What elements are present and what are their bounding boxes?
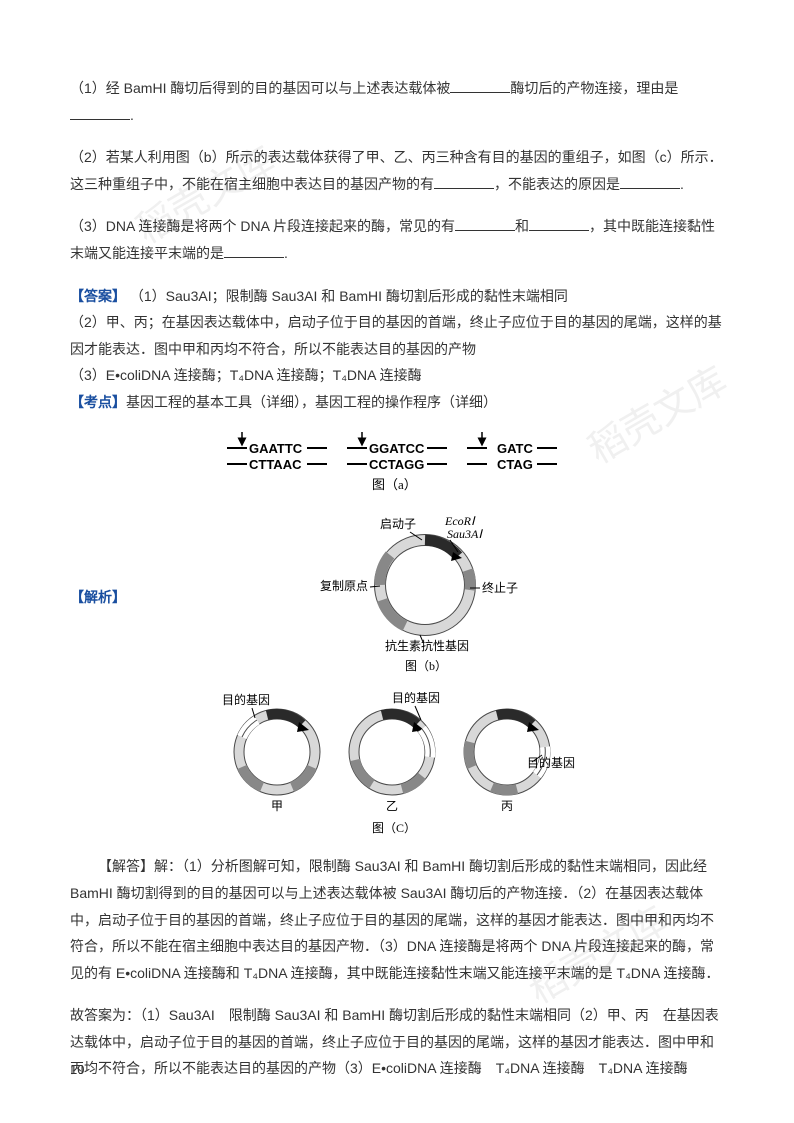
- svg-text:丙: 丙: [501, 799, 513, 813]
- svg-text:图（b）: 图（b）: [405, 659, 447, 673]
- figure-a: GAATTC CTTAAC GGATCC CCTAGG GATC C: [70, 424, 724, 503]
- figure-b-svg: 启动子 EcoRⅠ Sau3AⅠ 终止子 复制原点 抗生素抗性基因 图（b）: [310, 510, 540, 675]
- blank: [70, 103, 130, 120]
- svg-text:CCTAGG: CCTAGG: [369, 457, 424, 472]
- jieda-text: 解：（1）分析图解可知，限制酶 Sau3AI 和 BamHI 酶切割后形成的黏性…: [70, 858, 719, 980]
- question-3: （3）DNA 连接酶是将两个 DNA 片段连接起来的酶，常见的有和，其中既能连接…: [70, 213, 724, 266]
- svg-text:目的基因: 目的基因: [392, 692, 440, 705]
- kaodian-block: 【考点】基因工程的基本工具（详细），基因工程的操作程序（详细）: [70, 389, 724, 416]
- blank: [224, 241, 284, 258]
- svg-text:甲: 甲: [271, 799, 283, 813]
- answer-label: 【答案】: [70, 288, 126, 304]
- q3-text: （3）DNA 连接酶是将两个 DNA 片段连接起来的酶，常见的有: [70, 218, 455, 234]
- blank: [620, 172, 680, 189]
- svg-text:抗生素抗性基因: 抗生素抗性基因: [385, 638, 469, 653]
- svg-text:EcoRⅠ: EcoRⅠ: [444, 514, 476, 528]
- q1-prefix: （1）经 BamHI 酶切后得到的目的基因可以与上述表达载体被: [70, 80, 450, 96]
- svg-text:乙: 乙: [386, 799, 398, 813]
- blank: [455, 215, 515, 232]
- q2-mid: ，不能表达的原因是: [494, 176, 620, 192]
- document-content: （1）经 BamHI 酶切后得到的目的基因可以与上述表达载体被 酶切后的产物连接，…: [70, 75, 724, 1082]
- gudaan-block: 故答案为：（1）Sau3AI 限制酶 Sau3AI 和 BamHI 酶切割后形成…: [70, 1002, 724, 1082]
- svg-text:Sau3AⅠ: Sau3AⅠ: [447, 527, 483, 541]
- q3-suffix: .: [284, 245, 288, 261]
- q3-mid1: 和: [515, 218, 529, 234]
- jieda-label: 【解答】: [98, 858, 154, 874]
- kaodian-label: 【考点】: [70, 394, 126, 410]
- question-1: （1）经 BamHI 酶切后得到的目的基因可以与上述表达载体被 酶切后的产物连接，…: [70, 75, 724, 128]
- gudaan-text: 故答案为：（1）Sau3AI 限制酶 Sau3AI 和 BamHI 酶切割后形成…: [70, 1007, 719, 1076]
- svg-text:GGATCC: GGATCC: [369, 441, 425, 456]
- blank: [450, 76, 510, 93]
- svg-text:目的基因: 目的基因: [527, 755, 575, 770]
- svg-text:终止子: 终止子: [482, 580, 518, 595]
- analysis-label: 【解析】: [70, 584, 126, 611]
- kaodian-text: 基因工程的基本工具（详细），基因工程的操作程序（详细）: [126, 394, 497, 410]
- figure-b-row: 【解析】 启动子 EcoRⅠ: [70, 510, 724, 684]
- answer-3: （3）E•coliDNA 连接酶；T₄DNA 连接酶；T₄DNA 连接酶: [70, 367, 422, 383]
- svg-text:CTAG: CTAG: [497, 457, 533, 472]
- blank: [434, 172, 494, 189]
- svg-text:目的基因: 目的基因: [222, 692, 270, 707]
- svg-text:GAATTC: GAATTC: [249, 441, 303, 456]
- question-2: （2）若某人利用图（b）所示的表达载体获得了甲、乙、丙三种含有目的基因的重组子，…: [70, 144, 724, 197]
- q2-suffix: .: [680, 176, 684, 192]
- svg-text:启动子: 启动子: [380, 517, 416, 531]
- q1-mid: 酶切后的产物连接，理由是: [510, 80, 678, 96]
- svg-text:CTTAAC: CTTAAC: [249, 457, 302, 472]
- svg-text:图（a）: 图（a）: [372, 477, 417, 492]
- svg-text:图（C）: 图（C）: [372, 821, 416, 835]
- svg-text:复制原点: 复制原点: [320, 579, 368, 593]
- blank: [529, 215, 589, 232]
- answer-block: 【答案】 （1）Sau3AI；限制酶 Sau3AI 和 BamHI 酶切割后形成…: [70, 283, 724, 389]
- answer-1: （1）Sau3AI；限制酶 Sau3AI 和 BamHI 酶切割后形成的黏性末端…: [130, 288, 568, 304]
- jieda-block: 【解答】解：（1）分析图解可知，限制酶 Sau3AI 和 BamHI 酶切割后形…: [70, 853, 724, 986]
- svg-text:GATC: GATC: [497, 441, 533, 456]
- answer-2: （2）甲、丙；在基因表达载体中，启动子位于目的基因的首端，终止子应位于目的基因的…: [70, 314, 722, 357]
- figure-c: 目的基因 甲 目的基因 乙: [70, 692, 724, 846]
- q1-suffix: .: [130, 107, 134, 123]
